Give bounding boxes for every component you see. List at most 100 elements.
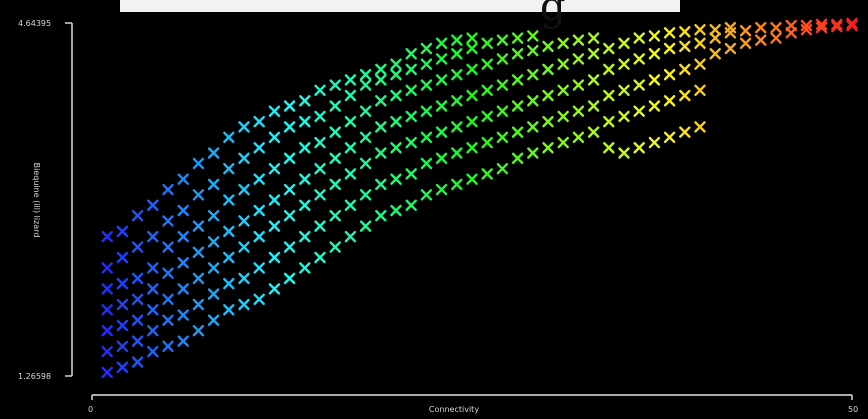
data-point: [466, 173, 478, 185]
x-axis-title: Connectivity: [429, 405, 479, 414]
data-point: [420, 58, 433, 70]
data-point: [192, 246, 205, 258]
data-point: [542, 142, 554, 154]
data-point: [511, 126, 524, 138]
data-point: [739, 25, 752, 37]
data-point: [359, 157, 372, 170]
data-point: [147, 199, 159, 211]
data-point: [770, 21, 782, 34]
data-point: [314, 162, 326, 175]
data-point: [344, 89, 357, 102]
data-point: [177, 283, 189, 295]
data-point: [405, 48, 417, 60]
data-point: [709, 23, 721, 36]
data-point: [192, 157, 205, 170]
data-point: [527, 30, 539, 42]
data-point: [739, 37, 752, 49]
data-point: [375, 63, 387, 76]
data-point: [679, 40, 691, 53]
data-point: [329, 178, 341, 191]
data-point: [162, 314, 174, 326]
data-point: [314, 136, 326, 149]
data-point: [101, 345, 113, 358]
data-point: [618, 110, 630, 123]
data-point: [846, 17, 858, 30]
data-point: [466, 63, 478, 76]
data-point: [587, 100, 600, 112]
data-point: [587, 126, 600, 138]
data-point: [329, 100, 341, 112]
data-point: [253, 262, 265, 274]
data-point: [420, 157, 433, 170]
data-point: [557, 84, 569, 96]
data-point: [299, 199, 311, 211]
data-point: [405, 84, 417, 96]
data-point: [451, 178, 463, 191]
data-point: [572, 105, 585, 117]
data-point: [223, 131, 235, 144]
data-point: [283, 272, 296, 285]
data-point: [268, 105, 281, 117]
data-point: [207, 178, 220, 191]
data-point: [466, 142, 478, 154]
data-point: [253, 204, 265, 217]
data-point: [131, 293, 144, 305]
data-point: [663, 131, 676, 144]
data-point: [390, 58, 402, 70]
data-point: [375, 121, 387, 133]
data-point: [603, 63, 615, 76]
data-point: [177, 204, 189, 217]
data-point: [192, 220, 205, 232]
data-point: [299, 142, 311, 154]
data-point: [587, 74, 600, 86]
data-point: [268, 251, 281, 264]
data-point: [557, 37, 569, 49]
data-point: [451, 147, 463, 159]
data-point: [116, 298, 129, 311]
data-point: [192, 324, 205, 337]
data-point: [800, 23, 813, 36]
data-point: [618, 37, 630, 49]
data-point: [496, 53, 509, 65]
data-point: [268, 162, 281, 175]
data-point: [223, 225, 235, 238]
data-point: [223, 277, 235, 290]
data-point: [481, 136, 493, 149]
data-point: [207, 288, 220, 300]
data-point: [405, 136, 417, 149]
data-point: [147, 283, 159, 295]
data-point: [177, 309, 189, 321]
data-point: [527, 95, 539, 107]
data-point: [481, 84, 493, 96]
data-point: [542, 115, 554, 128]
data-point: [420, 42, 433, 55]
data-point: [618, 147, 630, 159]
data-point: [147, 230, 159, 243]
data-point: [633, 32, 645, 44]
data-point: [587, 32, 600, 44]
data-point: [679, 89, 691, 102]
data-point: [299, 262, 311, 274]
data-point: [572, 34, 585, 46]
data-point: [511, 152, 524, 164]
data-point: [496, 131, 509, 144]
data-point: [663, 95, 676, 107]
data-point: [207, 314, 220, 326]
data-point: [177, 335, 189, 347]
data-point: [679, 126, 691, 138]
data-point: [131, 272, 144, 285]
data-point: [481, 37, 493, 49]
data-point: [435, 74, 448, 86]
data-point: [527, 44, 539, 57]
data-point: [359, 220, 372, 232]
data-point: [101, 304, 113, 316]
data-point: [405, 110, 417, 123]
data-point: [192, 272, 205, 285]
data-point: [344, 142, 357, 154]
y-axis-title: Biequine (ill) lizard: [32, 163, 41, 238]
data-point: [253, 293, 265, 305]
data-point: [283, 209, 296, 222]
data-point: [116, 319, 129, 332]
data-point: [527, 147, 539, 159]
data-point: [359, 68, 372, 81]
